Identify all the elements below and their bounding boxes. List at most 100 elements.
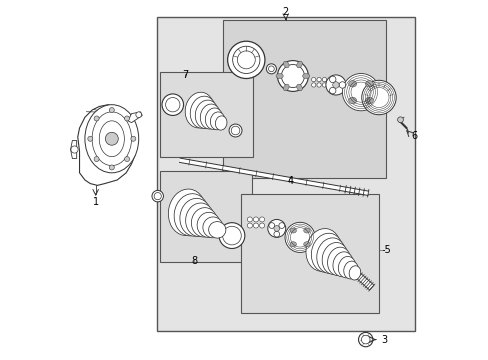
Circle shape xyxy=(253,217,258,222)
Circle shape xyxy=(109,165,114,170)
Circle shape xyxy=(322,83,326,87)
Circle shape xyxy=(311,83,315,87)
Circle shape xyxy=(397,117,403,123)
Circle shape xyxy=(109,108,114,113)
Circle shape xyxy=(266,64,276,74)
Ellipse shape xyxy=(365,97,373,104)
Circle shape xyxy=(358,332,372,347)
Circle shape xyxy=(278,223,284,228)
Circle shape xyxy=(247,217,252,222)
Ellipse shape xyxy=(208,222,225,238)
Circle shape xyxy=(253,223,258,228)
Bar xyxy=(160,72,253,157)
Circle shape xyxy=(268,223,274,228)
Ellipse shape xyxy=(283,84,288,91)
Ellipse shape xyxy=(348,97,356,104)
Circle shape xyxy=(227,41,264,78)
Ellipse shape xyxy=(195,100,218,129)
Circle shape xyxy=(277,60,308,91)
Circle shape xyxy=(94,157,99,162)
Ellipse shape xyxy=(303,242,309,247)
Polygon shape xyxy=(179,158,368,195)
Ellipse shape xyxy=(343,261,358,279)
Circle shape xyxy=(71,146,78,153)
Polygon shape xyxy=(128,112,142,123)
Ellipse shape xyxy=(283,61,288,68)
Circle shape xyxy=(339,82,345,88)
Circle shape xyxy=(311,77,315,82)
Ellipse shape xyxy=(289,242,296,247)
Text: -5: -5 xyxy=(381,245,390,255)
Circle shape xyxy=(162,94,183,116)
Ellipse shape xyxy=(168,189,205,235)
Ellipse shape xyxy=(215,116,226,130)
Circle shape xyxy=(165,98,180,112)
Ellipse shape xyxy=(365,81,373,87)
Circle shape xyxy=(259,223,264,228)
Ellipse shape xyxy=(180,198,211,236)
Ellipse shape xyxy=(185,203,214,237)
Text: 1: 1 xyxy=(92,197,99,207)
Ellipse shape xyxy=(348,266,360,280)
Ellipse shape xyxy=(302,73,309,78)
Ellipse shape xyxy=(327,247,350,276)
Ellipse shape xyxy=(85,105,139,173)
Circle shape xyxy=(325,75,346,95)
Circle shape xyxy=(273,231,279,237)
Circle shape xyxy=(332,82,339,88)
Circle shape xyxy=(322,77,326,82)
Circle shape xyxy=(124,157,129,162)
Ellipse shape xyxy=(205,108,222,129)
Circle shape xyxy=(154,193,161,200)
Ellipse shape xyxy=(305,229,340,271)
Ellipse shape xyxy=(332,252,352,277)
Ellipse shape xyxy=(303,228,309,233)
Circle shape xyxy=(222,226,241,245)
Polygon shape xyxy=(78,105,135,185)
Circle shape xyxy=(247,223,252,228)
Circle shape xyxy=(342,73,379,111)
Ellipse shape xyxy=(348,81,356,87)
Circle shape xyxy=(273,226,279,231)
Ellipse shape xyxy=(185,92,214,128)
Ellipse shape xyxy=(210,112,224,130)
Circle shape xyxy=(316,83,321,87)
Ellipse shape xyxy=(203,217,223,238)
Text: 8: 8 xyxy=(191,256,197,266)
Circle shape xyxy=(285,222,314,252)
Circle shape xyxy=(228,124,242,137)
Bar xyxy=(160,171,251,262)
Bar xyxy=(241,194,378,313)
Circle shape xyxy=(88,136,93,141)
Ellipse shape xyxy=(311,233,343,273)
Ellipse shape xyxy=(316,238,345,274)
Ellipse shape xyxy=(191,208,217,237)
Circle shape xyxy=(329,76,335,82)
Circle shape xyxy=(232,46,260,73)
Polygon shape xyxy=(70,140,77,158)
Circle shape xyxy=(281,64,304,87)
Ellipse shape xyxy=(296,61,302,68)
Circle shape xyxy=(124,116,129,121)
Circle shape xyxy=(267,220,285,237)
Circle shape xyxy=(268,66,274,72)
Ellipse shape xyxy=(296,84,302,91)
Circle shape xyxy=(136,112,142,118)
Text: 2: 2 xyxy=(282,7,288,17)
Ellipse shape xyxy=(197,212,220,237)
Ellipse shape xyxy=(200,104,220,129)
Bar xyxy=(156,17,414,330)
Ellipse shape xyxy=(322,243,347,275)
Ellipse shape xyxy=(276,73,283,78)
Circle shape xyxy=(361,80,395,115)
Bar xyxy=(223,21,386,178)
Circle shape xyxy=(94,116,99,121)
Circle shape xyxy=(329,87,335,94)
Ellipse shape xyxy=(338,256,355,278)
Circle shape xyxy=(131,136,136,141)
Circle shape xyxy=(152,190,163,202)
Ellipse shape xyxy=(289,228,296,233)
Text: 4: 4 xyxy=(287,176,294,186)
Circle shape xyxy=(105,132,118,145)
Ellipse shape xyxy=(190,96,216,128)
